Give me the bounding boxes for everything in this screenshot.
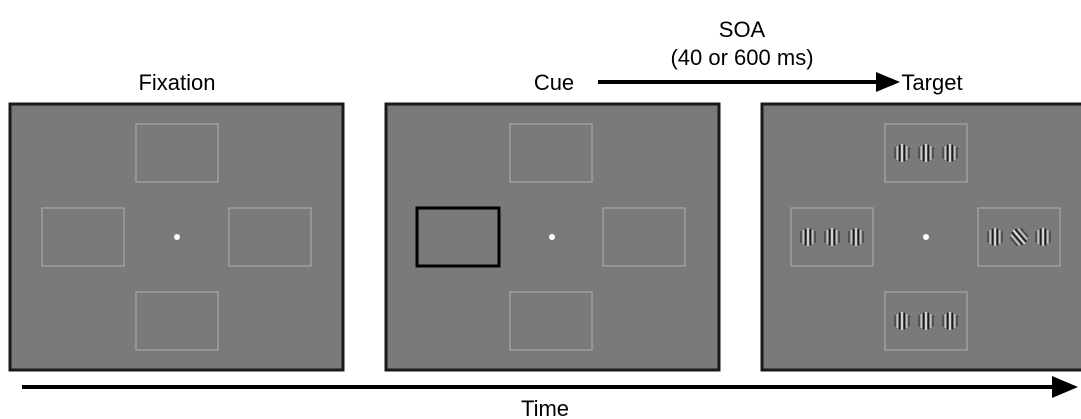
placeholder-bottom (509, 291, 593, 351)
grating-left-1 (824, 228, 840, 246)
placeholder-left-cued (415, 206, 501, 268)
label-soa-value: (40 or 600 ms) (670, 45, 813, 70)
label-target: Target (901, 70, 962, 95)
placeholder-right (602, 207, 686, 267)
grating-right-0 (987, 228, 1003, 246)
placeholder-right (228, 207, 312, 267)
panel-target (760, 102, 1081, 372)
placeholder-top (884, 123, 968, 183)
grating-stimuli (800, 144, 1051, 330)
panel-fixation (8, 102, 345, 372)
grating-bottom-1 (918, 312, 934, 330)
fixation-dot (549, 234, 555, 240)
label-fixation: Fixation (138, 70, 215, 95)
grating-left-2 (848, 228, 864, 246)
placeholder-bottom (135, 291, 219, 351)
time-arrow (22, 376, 1078, 398)
grating-top-2 (942, 144, 958, 162)
placeholder-top (135, 123, 219, 183)
soa-arrow (598, 72, 900, 92)
placeholder-left (41, 207, 125, 267)
placeholder-top (509, 123, 593, 183)
grating-right-1 (1009, 227, 1029, 247)
grating-left-0 (800, 228, 816, 246)
label-soa-title: SOA (719, 17, 766, 42)
panel-cue (384, 102, 721, 372)
grating-bottom-0 (894, 312, 910, 330)
placeholder-bottom (884, 291, 968, 351)
label-cue: Cue (534, 70, 574, 95)
fixation-dot (174, 234, 180, 240)
placeholder-left (790, 207, 874, 267)
grating-bottom-2 (942, 312, 958, 330)
label-time: Time (521, 396, 569, 419)
fixation-dot (923, 234, 929, 240)
grating-top-1 (918, 144, 934, 162)
grating-top-0 (894, 144, 910, 162)
placeholder-right (977, 207, 1061, 267)
grating-right-2 (1035, 228, 1051, 246)
